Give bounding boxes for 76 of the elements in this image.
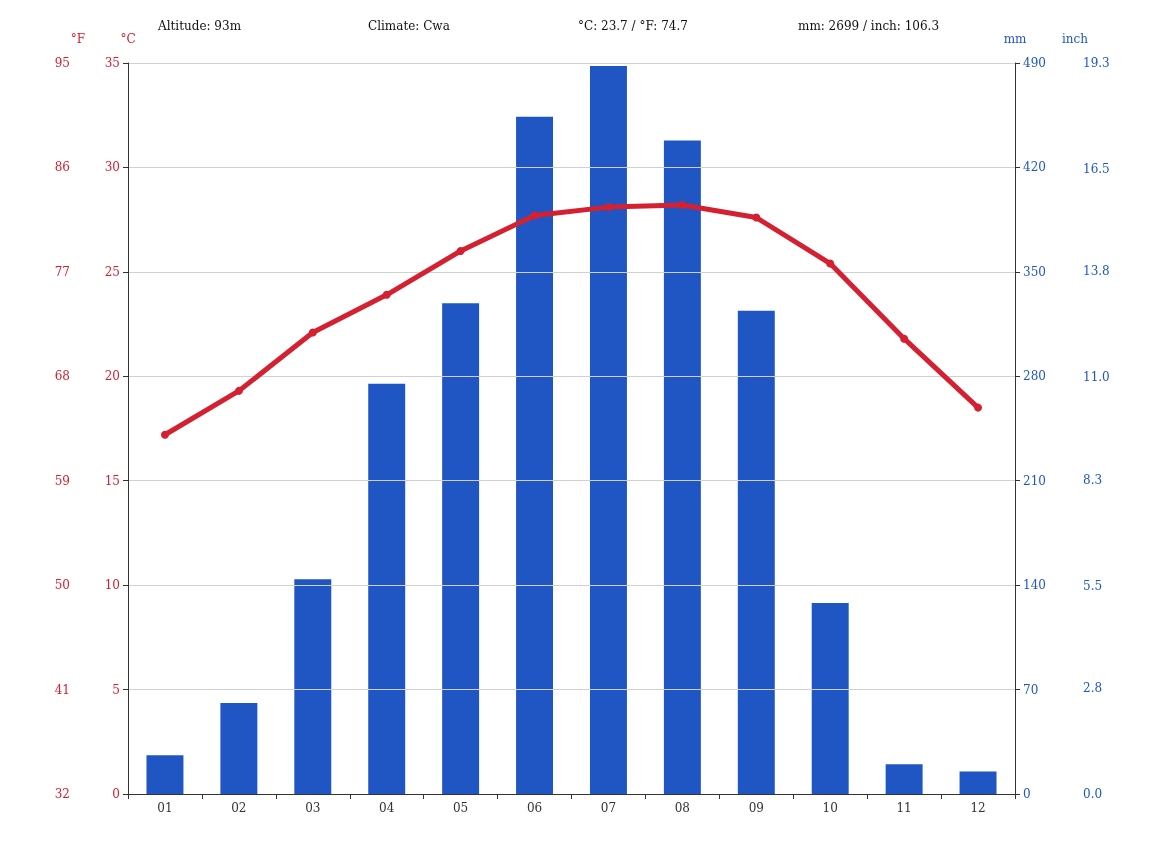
y2-axis-title: °F [70,32,86,46]
y2-axis-title: inch [1061,32,1089,46]
point [308,328,317,337]
bar [737,310,775,794]
point [752,213,761,222]
y2-tick-label: 50 [54,578,70,593]
y-tick-label: 35 [104,56,120,70]
text: °C: 23.7 / °F: 74.7 [578,19,688,33]
y-axis-title: mm [1003,32,1027,46]
text: Altitude: 93m [157,19,242,33]
y-tick-label: 210 [1023,473,1046,488]
point [160,430,169,439]
point [234,386,243,395]
y2-tick-label: 95 [54,56,70,70]
point [530,211,539,220]
point [456,246,465,255]
y2-tick-label: 86 [54,160,70,175]
y-tick-label: 70 [1023,682,1039,697]
y2-tick-label: 19.3 [1083,56,1110,70]
x-tick-label: 02 [231,801,247,815]
y-axis-title: °C [120,32,136,46]
bar [368,383,406,794]
x-tick-label: 08 [674,801,691,815]
point [900,334,909,343]
y2-tick-label: 41 [54,682,70,697]
y-tick-label: 20 [104,369,120,384]
x-tick-label: 09 [748,801,764,815]
y2-tick-label: 59 [54,473,70,488]
point [382,290,391,299]
bar [589,65,627,794]
text: Climate: Cwa [368,19,450,33]
point [974,403,983,412]
y2-tick-label: 32 [54,787,70,801]
y-tick-label: 350 [1023,264,1046,279]
y2-tick-label: 16.5 [1083,162,1110,177]
y2-tick-label: 13.8 [1083,264,1110,279]
y2-tick-label: 0.0 [1083,787,1103,801]
y-tick-label: 140 [1023,578,1046,593]
y-tick-label: 15 [104,473,120,488]
bar [220,703,258,794]
x-tick-label: 01 [157,801,173,815]
y-tick-label: 420 [1023,160,1046,175]
point [678,201,687,210]
y-tick-label: 30 [104,160,120,175]
bar [663,140,701,794]
y-tick-label: 0 [1023,787,1031,801]
y2-tick-label: 5.5 [1083,578,1103,593]
x-tick-label: 10 [822,801,838,815]
y2-tick-label: 68 [54,369,70,384]
y-tick-label: 280 [1023,369,1046,384]
x-tick-label: 03 [305,801,321,815]
y2-tick-label: 2.8 [1083,680,1103,695]
y2-tick-label: 11.0 [1083,370,1110,385]
bar [516,116,554,794]
point [826,259,835,268]
y-tick-label: 0 [112,787,120,801]
point [604,203,613,212]
x-tick-label: 06 [526,801,543,815]
bar [294,579,332,794]
y-tick-label: 490 [1023,56,1046,70]
y2-tick-label: 77 [54,264,70,279]
x-tick-label: 05 [452,801,469,815]
y-tick-label: 10 [104,578,120,593]
x-tick-label: 04 [379,801,395,815]
x-tick-label: 07 [600,801,617,815]
bar [959,771,997,794]
bar [442,303,480,794]
x-tick-label: 12 [970,801,986,815]
bar [146,755,184,794]
y-tick-label: 5 [112,682,120,697]
y-tick-label: 25 [104,264,120,279]
x-tick-label: 11 [896,801,912,815]
y2-tick-label: 8.3 [1083,472,1103,487]
text: mm: 2699 / inch: 106.3 [798,19,940,33]
bar [885,764,923,794]
bar [811,603,849,794]
